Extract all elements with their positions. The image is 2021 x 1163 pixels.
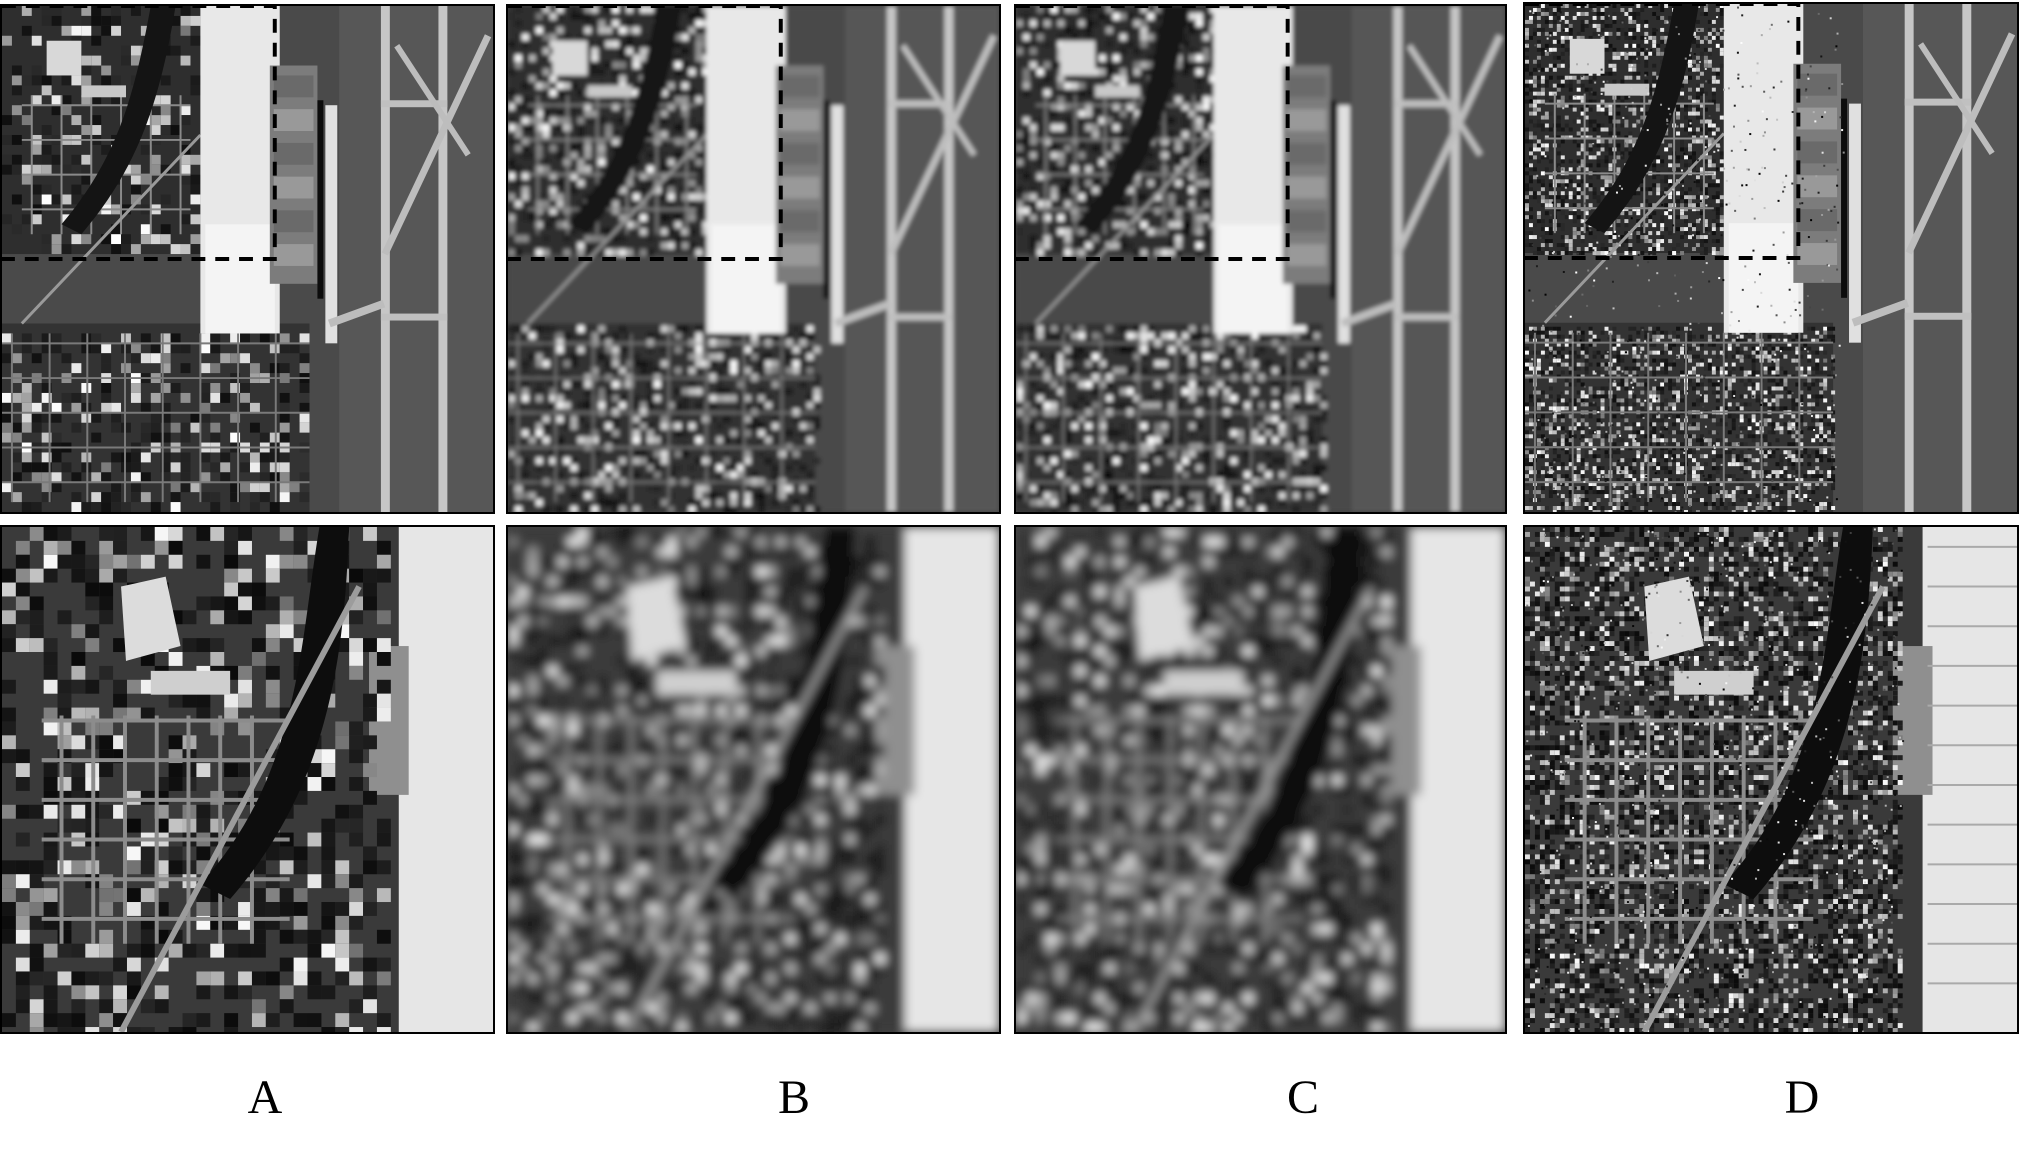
zoom-b (508, 527, 999, 1032)
panel-c-top (1014, 4, 1507, 514)
zoom-d (1525, 527, 2017, 1032)
scene-c-top (1016, 6, 1505, 512)
label-a: A (247, 1071, 283, 1124)
panel-c-bottom (1014, 525, 1507, 1034)
panel-a-top (0, 4, 495, 514)
zoom-a (2, 527, 493, 1032)
scene-d-top (1525, 4, 2017, 512)
label-c: C (1286, 1071, 1319, 1124)
panel-d-bottom (1523, 525, 2019, 1034)
panel-d-top (1523, 2, 2019, 514)
label-d: D (1784, 1071, 1820, 1124)
scene-b-top (508, 6, 999, 512)
panel-b-top (506, 4, 1001, 514)
panel-a-bottom (0, 525, 495, 1034)
scene-a-top (2, 6, 493, 512)
zoom-c (1016, 527, 1505, 1032)
panel-b-bottom (506, 525, 1001, 1034)
label-b: B (777, 1071, 810, 1124)
